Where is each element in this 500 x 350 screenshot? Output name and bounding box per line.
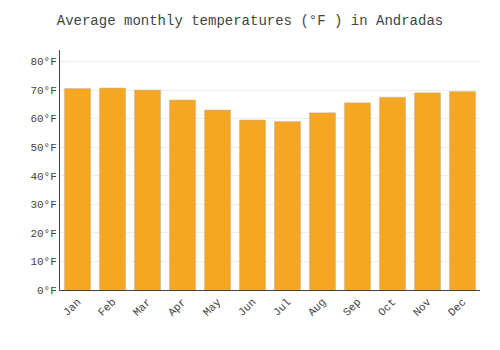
svg-text:Apr: Apr (166, 296, 188, 318)
svg-text:Aug: Aug (306, 296, 328, 318)
svg-text:60°F: 60°F (30, 113, 56, 125)
svg-text:Sep: Sep (341, 296, 363, 318)
svg-text:Feb: Feb (96, 296, 118, 318)
svg-text:10°F: 10°F (30, 256, 56, 268)
svg-text:Average monthly temperatures (: Average monthly temperatures (°F ) in An… (57, 13, 443, 29)
svg-text:30°F: 30°F (30, 199, 56, 211)
svg-text:80°F: 80°F (30, 56, 56, 68)
svg-text:Jul: Jul (271, 296, 293, 318)
svg-text:Oct: Oct (376, 296, 398, 318)
svg-text:Jan: Jan (61, 296, 83, 318)
svg-text:40°F: 40°F (30, 171, 56, 183)
svg-text:May: May (201, 296, 224, 319)
svg-text:70°F: 70°F (30, 85, 56, 97)
svg-text:Nov: Nov (411, 296, 434, 319)
svg-text:Mar: Mar (131, 296, 153, 318)
svg-text:0°F: 0°F (37, 285, 57, 297)
svg-text:Dec: Dec (446, 296, 468, 318)
svg-text:Jun: Jun (236, 296, 258, 318)
svg-text:20°F: 20°F (30, 228, 56, 240)
svg-text:50°F: 50°F (30, 142, 56, 154)
